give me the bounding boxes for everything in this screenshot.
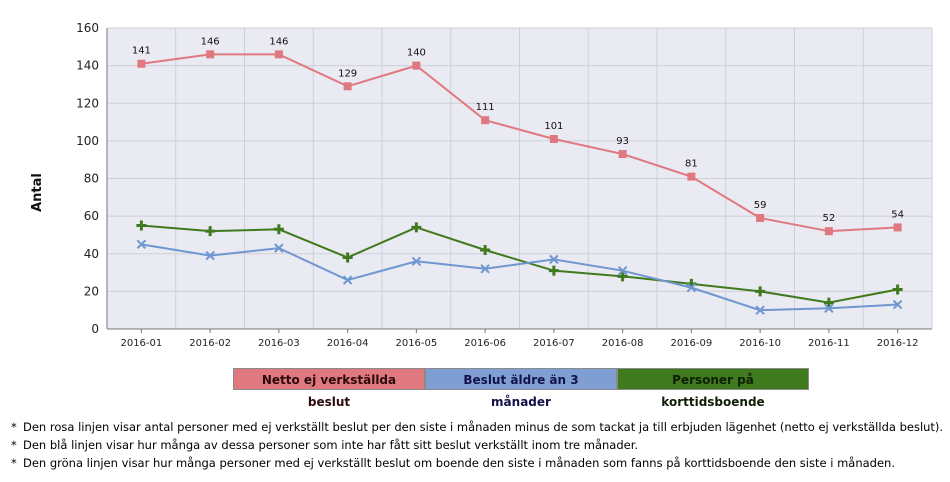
footnote-marker: * <box>11 438 17 452</box>
data-label: 54 <box>891 209 904 220</box>
data-label: 129 <box>338 68 357 79</box>
data-label: 140 <box>407 48 426 59</box>
data-point <box>892 299 903 310</box>
footnote-green: * Den gröna linjen visar hur många person… <box>11 454 946 472</box>
y-tick-label: 120 <box>76 96 99 110</box>
data-point <box>755 286 766 297</box>
footnotes: * Den rosa linjen visar antal personer me… <box>11 418 946 472</box>
data-label: 81 <box>685 159 698 170</box>
data-point <box>823 297 834 308</box>
data-point <box>549 254 559 265</box>
footnote-pink: * Den rosa linjen visar antal personer me… <box>11 418 946 436</box>
footnote-text: Den blå linjen visar hur många av dessa … <box>23 438 639 452</box>
data-label: 93 <box>616 136 629 147</box>
data-label: 59 <box>754 200 767 211</box>
y-tick-label: 60 <box>84 209 99 223</box>
x-tick-label: 2016-03 <box>258 338 300 349</box>
data-point <box>892 284 903 295</box>
x-tick-label: 2016-05 <box>395 338 437 349</box>
x-tick-label: 2016-07 <box>533 338 575 349</box>
data-label: 52 <box>823 213 836 224</box>
data-point <box>618 150 627 159</box>
footnote-text: Den rosa linjen visar antal personer med… <box>23 420 944 434</box>
data-point <box>480 244 491 255</box>
data-label: 146 <box>201 36 220 47</box>
x-tick-label: 2016-08 <box>602 338 644 349</box>
x-tick-label: 2016-04 <box>327 338 369 349</box>
data-point <box>274 243 284 253</box>
data-point <box>824 303 834 314</box>
data-label: 141 <box>132 46 151 57</box>
data-point <box>137 59 146 68</box>
series-line-1 <box>141 243 898 312</box>
data-point <box>481 116 490 125</box>
data-point <box>617 265 628 276</box>
data-point <box>136 220 147 231</box>
series-line-2 <box>141 224 898 304</box>
y-tick-label: 140 <box>76 59 99 73</box>
data-label: 111 <box>476 102 495 113</box>
data-point <box>342 252 353 263</box>
y-tick-label: 100 <box>76 134 99 148</box>
legend-item-korttid[interactable]: Personer på korttidsboende <box>617 368 809 409</box>
line-chart: 0 20 40 60 80 100 120 140 160 2016-01 2016-02 2016-… <box>30 21 933 349</box>
x-tick-label: 2016-02 <box>189 338 231 349</box>
data-point <box>411 256 422 266</box>
x-tick-label: 2016-11 <box>808 338 850 349</box>
y-tick-label: 0 <box>91 322 99 336</box>
legend-item-aldre[interactable]: Beslut äldre än 3 månader <box>425 368 617 409</box>
data-point <box>893 223 902 232</box>
data-point <box>548 265 559 276</box>
footnote-marker: * <box>11 456 17 470</box>
data-point <box>273 224 284 235</box>
data-point <box>274 50 283 59</box>
data-point <box>342 275 353 285</box>
footnote-blue: * Den blå linjen visar hur många av dessa… <box>11 436 946 454</box>
data-point <box>686 282 697 293</box>
y-tick-label: 20 <box>84 284 99 298</box>
data-point <box>205 226 216 237</box>
y-tick-label: 40 <box>84 247 99 261</box>
data-point <box>136 239 147 250</box>
data-point <box>755 305 765 315</box>
data-point <box>411 222 422 233</box>
data-point <box>343 82 352 91</box>
y-tick-label: 160 <box>76 21 99 35</box>
data-point <box>206 50 215 59</box>
x-tick-label: 2016-12 <box>877 338 919 349</box>
chart-canvas: 0 20 40 60 80 100 120 140 160 2016-01 2016-02 2016-… <box>30 21 933 349</box>
data-point <box>617 271 628 282</box>
footnote-text: Den gröna linjen visar hur många persone… <box>23 456 895 470</box>
data-point <box>480 264 490 274</box>
x-tick-label: 2016-01 <box>120 338 162 349</box>
data-label: 101 <box>544 121 563 132</box>
footnote-marker: * <box>11 420 17 434</box>
series-line-0 <box>141 53 898 233</box>
data-point <box>824 227 833 236</box>
legend-item-netto[interactable]: Netto ej verkställda beslut <box>233 368 425 409</box>
data-point <box>687 172 696 181</box>
data-point <box>756 214 765 223</box>
x-tick-label: 2016-10 <box>739 338 781 349</box>
x-tick-label: 2016-09 <box>670 338 712 349</box>
data-label: 146 <box>269 36 288 47</box>
x-tick-label: 2016-06 <box>464 338 506 349</box>
data-point <box>205 250 215 261</box>
y-axis-label: Antal <box>30 173 45 212</box>
y-tick-label: 80 <box>84 172 99 186</box>
data-point <box>549 134 558 143</box>
data-point <box>412 61 421 70</box>
chart-legend: Netto ej verkställda beslut Beslut äldre… <box>233 368 809 409</box>
